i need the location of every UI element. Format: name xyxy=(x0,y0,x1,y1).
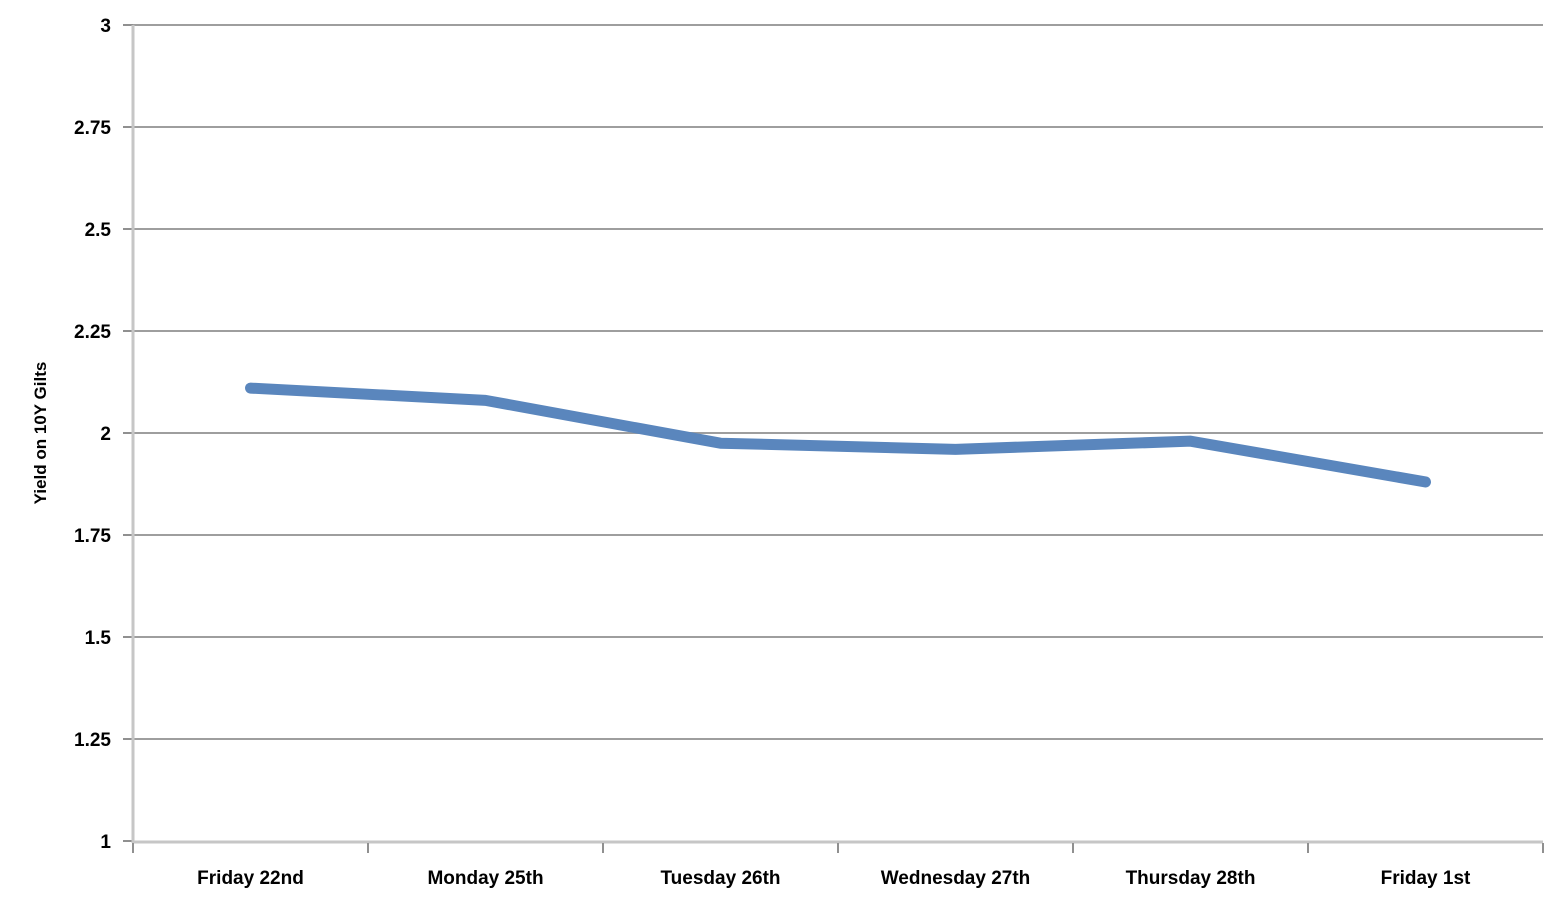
series-line xyxy=(245,382,1431,488)
y-tick-label: 2.5 xyxy=(85,220,112,241)
y-tick-label: 1 xyxy=(100,832,111,853)
y-tick-label: 2.75 xyxy=(74,118,111,139)
y-tick-label: 2.25 xyxy=(74,322,111,343)
x-category-label: Friday 22nd xyxy=(197,868,304,889)
gridlines-layer xyxy=(133,24,1543,740)
y-tick-label: 1.5 xyxy=(85,628,112,649)
x-category-label: Wednesday 27th xyxy=(881,868,1031,889)
x-category-label: Friday 1st xyxy=(1381,868,1471,889)
y-axis-tick-labels: 3 2.75 2.5 2.25 2 1.75 1.5 1.25 1 xyxy=(74,16,111,853)
y-tick-label: 3 xyxy=(100,16,111,37)
series-layer xyxy=(245,382,1431,488)
x-category-label: Thursday 28th xyxy=(1126,868,1256,889)
axes-layer xyxy=(123,24,1544,853)
y-tick-label: 2 xyxy=(100,424,111,445)
y-tick-label: 1.75 xyxy=(74,526,111,547)
y-axis-title: Yield on 10Y Gilts xyxy=(31,362,50,505)
y-tick-label: 1.25 xyxy=(74,730,111,751)
x-axis-category-labels: Friday 22nd Monday 25th Tuesday 26th Wednes… xyxy=(197,868,1471,889)
x-category-label: Tuesday 26th xyxy=(660,868,780,889)
x-category-label: Monday 25th xyxy=(427,868,543,889)
